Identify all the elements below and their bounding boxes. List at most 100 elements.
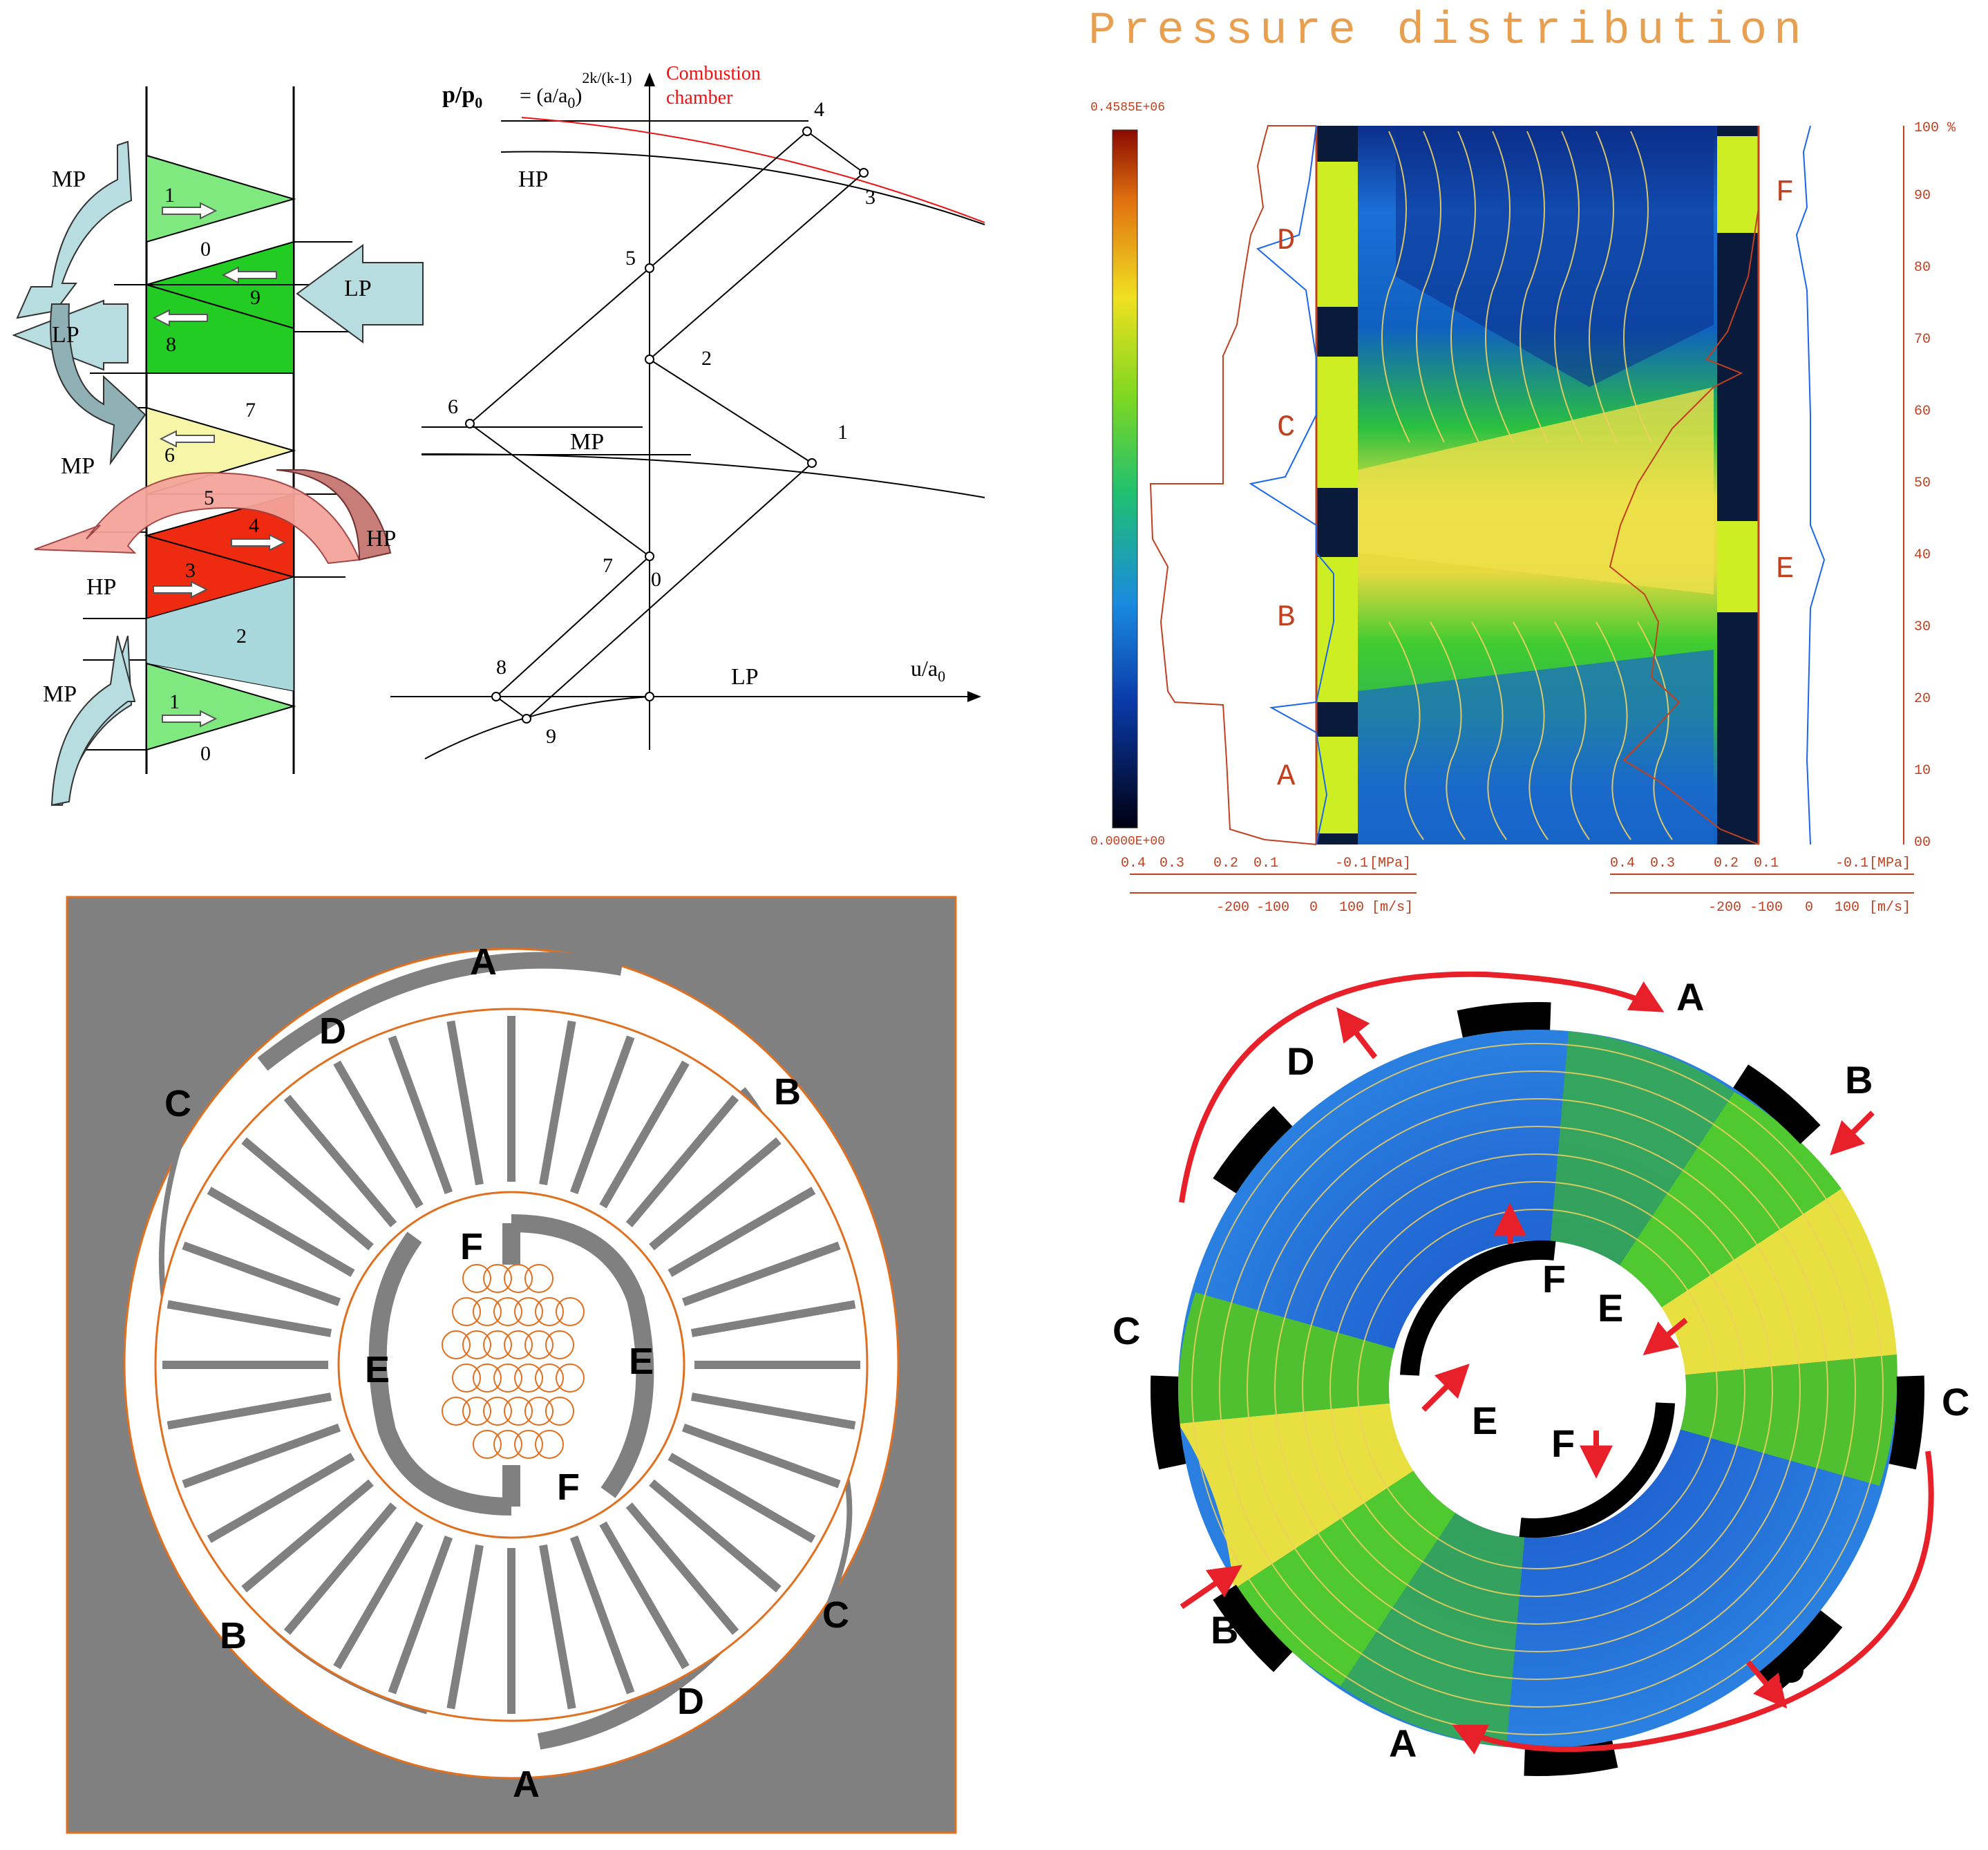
svg-text:90: 90 [1914,188,1931,204]
rotor-channel-wall [625,1502,739,1635]
arrow-icon [1180,1565,1242,1610]
wave-points [465,126,869,724]
svg-text:A: A [1676,975,1704,1019]
svg-text:B: B [1277,601,1295,635]
arrow-right-icon [231,534,287,551]
combustor-tube [493,1430,522,1459]
pressure-velocity-diagram: 4 3 5 2 6 1 7 0 8 9 HP MP LP p/p0 = (a/a… [390,63,985,759]
arrow-left-icon [221,266,277,284]
combustor-tube [514,1363,543,1393]
point-label: 7 [603,554,613,577]
mp-isentrope [421,453,985,498]
rotor-channel-wall [167,1300,332,1337]
outer-port-blocks [1151,1002,1924,1776]
left-port-strip [1316,126,1358,844]
zone-label: MP [61,453,95,479]
rotor-geometry-panel: A D C B E F E F B C D A [66,896,957,1834]
annular-pressure-panel: A B D C F E E F C B D A [1113,971,1969,1776]
cell-1-top [146,154,296,243]
rotor-channel-wall [569,1035,635,1195]
rotor-channel-wall [333,1521,424,1670]
velocity-profile-left [1249,125,1334,845]
right-port-strip [1717,126,1759,844]
zone-label: MP [43,681,77,707]
combustor-tube [556,1363,585,1393]
rotor-channel-wall [681,1241,841,1307]
svg-text:0.3: 0.3 [1650,856,1675,871]
low-pressure-region [1396,126,1714,387]
combustor-tube [556,1297,585,1326]
outer-port-block [1213,1106,1293,1193]
rotor-channel-wall [283,1095,397,1227]
svg-text:C: C [1113,1309,1140,1352]
rotor-channel-wall [668,1187,816,1277]
rotor-channel-wall [569,1535,635,1695]
svg-text:E: E [1472,1399,1497,1442]
colorbar-max: 0.4585E+06 [1090,101,1165,115]
duct-d [257,952,624,1071]
svg-text:F: F [460,1226,483,1267]
svg-text:30: 30 [1914,619,1931,635]
svg-text:20: 20 [1914,691,1931,707]
svg-text:100: 100 [1339,900,1364,916]
cell-number: 3 [185,559,196,582]
svg-text:A: A [470,941,497,983]
port-labels: A B D C F E E F C B D A [1113,975,1969,1765]
bottom-axes [1130,874,1914,894]
combustor-tube [462,1397,491,1426]
zone-label: HP [366,526,396,551]
svg-text:-100: -100 [1256,900,1289,916]
combustor-tube [545,1397,574,1426]
combustor-tube [462,1264,491,1293]
svg-text:100: 100 [1835,900,1859,916]
svg-text:D: D [1277,224,1295,258]
rotor-channel-wall [207,1187,355,1277]
rotor-channel-wall [599,1521,690,1670]
svg-text:0.1: 0.1 [1754,856,1779,871]
arrow-icon [1643,1317,1688,1356]
combustor-tube [514,1430,543,1459]
combustor-tube [483,1264,512,1293]
svg-text:F: F [1542,1257,1566,1301]
hp-isentrope [500,151,985,225]
pressure-profile-left [1149,125,1317,845]
lp-outflow-arrow [12,299,129,371]
svg-text:0.3: 0.3 [1159,856,1184,871]
arrow-icon [1745,1660,1788,1709]
svg-text:0: 0 [1805,900,1813,916]
arrow-up-icon [644,73,655,86]
rotor-channel-wall [446,1544,484,1710]
cell-number: 9 [250,286,261,309]
cell-2 [146,576,294,692]
mp-inflow-arrow-top [16,140,133,319]
svg-text:F: F [1551,1422,1575,1465]
rotor-channel-wall [690,1393,856,1430]
svg-text:D: D [677,1681,704,1722]
outer-port-block [1151,1375,1186,1470]
svg-text:B: B [774,1071,801,1113]
combustor-tube [504,1264,533,1293]
rotor-channel-wall [539,1020,576,1186]
arrow-left-icon [159,430,215,448]
outer-port-block [1213,1585,1293,1672]
rotor-channel-wall [283,1502,397,1635]
mp-inflow-arrow-bottom-head [50,635,136,806]
svg-text:F: F [557,1466,580,1508]
combustor-tube [504,1330,533,1359]
point-label: 6 [448,395,458,418]
combustor-tube [493,1363,522,1393]
mp-outflow-arrow [50,303,146,466]
point-label: 5 [625,247,636,270]
point-label: 3 [865,186,875,209]
svg-text:0.4: 0.4 [1121,856,1146,871]
cell-number: 1 [169,690,180,713]
svg-text:D: D [319,1010,346,1052]
cell-number: 4 [249,514,259,537]
rotor-channel-wall [539,1544,576,1710]
svg-text:-100: -100 [1750,900,1783,916]
combustor-tube [442,1397,471,1426]
port-labels: D C B A F E [1277,176,1794,794]
cell-number: 7 [245,399,256,422]
rotor-channel-wall [388,1035,453,1195]
